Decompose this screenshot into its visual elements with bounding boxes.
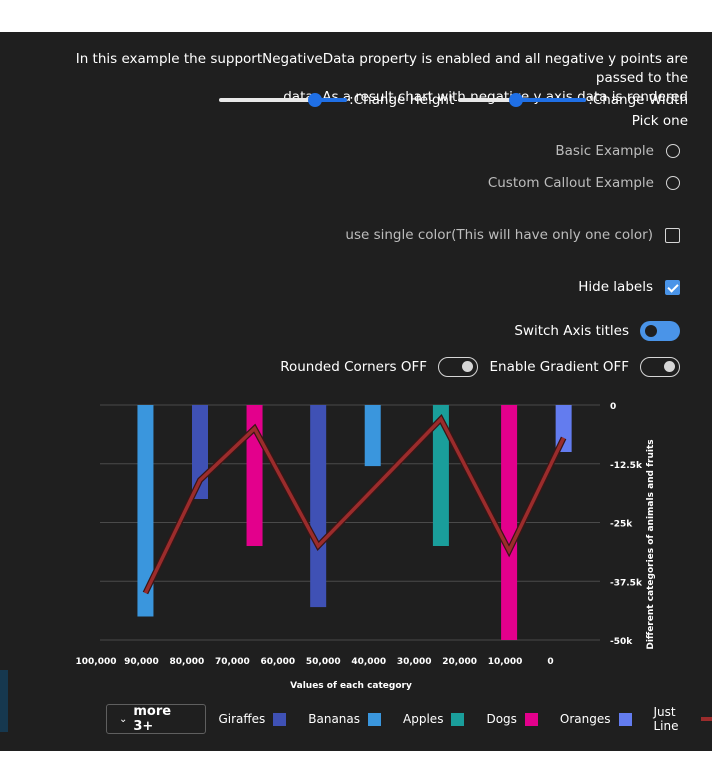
legend-item[interactable]: Giraffes	[218, 712, 296, 726]
width-slider-thumb[interactable]	[508, 93, 523, 107]
description-line-2: .data. As a result chart with negative y…	[278, 89, 688, 105]
height-slider[interactable]	[219, 90, 348, 110]
toggle-knob	[462, 361, 473, 372]
legend-item-label: Apples	[403, 712, 444, 726]
y-tick-label: -50k	[610, 637, 633, 647]
bar[interactable]	[501, 405, 518, 640]
legend-color-swatch	[451, 712, 465, 726]
y-tick-label: 0	[610, 402, 616, 412]
legend-items: Giraffes Bananas Apples Dogs Oranges Just Lin…	[206, 705, 712, 733]
height-slider-label: :Change Height	[349, 92, 455, 108]
legend-item-label: Just Line	[653, 705, 679, 733]
bar[interactable]	[432, 405, 449, 546]
option-switch-axis[interactable]: Switch Axis titles	[514, 321, 680, 341]
bar[interactable]	[137, 405, 154, 617]
legend-item-label: Bananas	[308, 712, 361, 726]
legend-item[interactable]: Oranges	[560, 712, 642, 726]
legend-item-label: Giraffes	[218, 712, 266, 726]
y-tick-label: -25k	[610, 520, 633, 530]
gradient-toggle[interactable]	[640, 357, 680, 377]
legend-color-swatch	[368, 712, 382, 726]
bar[interactable]	[310, 405, 327, 608]
rounded-corners-toggle[interactable]	[438, 357, 478, 377]
x-tick-label: 0	[547, 657, 553, 667]
single-color-checkbox[interactable]	[665, 227, 680, 243]
gradient-label: Enable Gradient OFF	[489, 359, 629, 375]
y-tick-label: -37.5k	[610, 578, 643, 588]
line-series[interactable]	[143, 416, 566, 594]
chevron-down-icon: ⌄	[119, 713, 128, 725]
x-tick-label: 50,000	[306, 657, 341, 667]
legend-item[interactable]: Apples	[403, 712, 474, 726]
x-tick-label: 100,000	[76, 657, 117, 667]
option-basic-example[interactable]: Basic Example	[555, 143, 680, 159]
option-rounded-corners[interactable]: Rounded Corners OFF	[280, 357, 478, 377]
legend-item[interactable]: Dogs	[486, 712, 547, 726]
y-axis-title: Different categories of animals and frui…	[646, 439, 656, 649]
legend-item[interactable]: Bananas	[308, 712, 391, 726]
x-axis-title: Values of each category	[290, 681, 412, 691]
legend-color-swatch	[618, 712, 632, 726]
pick-one-label: Pick one	[631, 113, 688, 129]
legend-item-label: Dogs	[486, 712, 517, 726]
x-tick-label: 10,000	[488, 657, 523, 667]
chart-example-panel: In this example the supportNegativeData …	[0, 32, 712, 751]
switch-axis-toggle[interactable]	[640, 321, 680, 341]
y-tick-label: -12.5k	[610, 461, 643, 471]
legend-more-label: more 3+	[133, 704, 172, 734]
height-slider-track	[219, 98, 348, 102]
width-slider-fill	[515, 98, 587, 102]
legend-more-button[interactable]: ⌄ more 3+	[106, 704, 207, 734]
option-single-color[interactable]: use single color(This will have only one…	[345, 227, 680, 243]
option-custom-callout[interactable]: Custom Callout Example	[488, 175, 680, 191]
width-slider-label: :Change Width	[588, 92, 688, 108]
legend-color-swatch	[524, 712, 538, 726]
hide-labels-label: Hide labels	[578, 279, 653, 295]
option-basic-label: Basic Example	[555, 143, 654, 159]
rounded-corners-label: Rounded Corners OFF	[280, 359, 427, 375]
x-tick-label: 30,000	[397, 657, 432, 667]
toggle-knob	[645, 325, 657, 337]
legend-item-label: Oranges	[559, 712, 611, 726]
vertical-bar-chart: 0 -12.5k -25k -37.5k -50k 100,000 90,000 80,000…	[76, 402, 657, 691]
width-slider[interactable]	[458, 90, 587, 110]
radio-custom-callout[interactable]	[666, 176, 680, 190]
size-sliders: :Change Height :Change Width	[219, 90, 688, 110]
radio-basic-example[interactable]	[666, 144, 680, 158]
x-tick-label: 60,000	[260, 657, 295, 667]
height-slider-thumb[interactable]	[308, 93, 323, 107]
x-tick-label: 90,000	[124, 657, 159, 667]
switch-axis-label: Switch Axis titles	[514, 323, 629, 339]
chart-legend: ⌄ more 3+ Giraffes Bananas Apples Dogs Orang…	[106, 703, 712, 735]
x-tick-label: 20,000	[442, 657, 477, 667]
x-tick-label: 80,000	[170, 657, 205, 667]
x-tick-label: 70,000	[215, 657, 250, 667]
x-tick-label: 40,000	[351, 657, 386, 667]
hide-labels-checkbox[interactable]	[665, 279, 680, 295]
option-gradient[interactable]: Enable Gradient OFF	[490, 357, 680, 377]
legend-color-swatch	[273, 712, 287, 726]
height-slider-fill	[315, 98, 348, 102]
option-hide-labels[interactable]: Hide labels	[578, 279, 680, 295]
example-description: In this example the supportNegativeData …	[28, 50, 688, 107]
side-panel-tab[interactable]	[0, 670, 8, 732]
description-line-1: In this example the supportNegativeData …	[75, 51, 688, 86]
single-color-label: use single color(This will have only one…	[345, 227, 653, 243]
legend-line-swatch	[701, 717, 712, 721]
option-custom-callout-label: Custom Callout Example	[487, 175, 654, 191]
legend-item[interactable]: Just Line	[654, 705, 712, 733]
toggle-knob	[664, 361, 675, 372]
bar[interactable]	[364, 405, 381, 467]
